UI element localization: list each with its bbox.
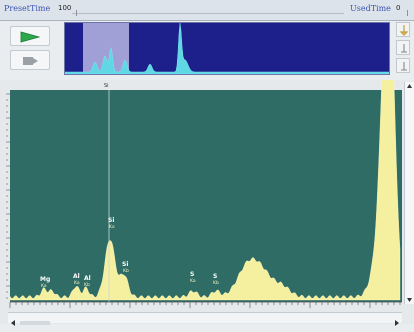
horizontal-scrollbar[interactable] bbox=[8, 312, 402, 326]
overview-spectrum-plot bbox=[65, 23, 389, 74]
preset-time-value[interactable]: 100 bbox=[58, 4, 72, 12]
spectrum-plot[interactable]: Si Mg Ka Al Ka Al Kb Si Ka Si Kb S Ka S … bbox=[0, 80, 404, 312]
used-time-marker bbox=[407, 10, 408, 16]
scale-up-button[interactable] bbox=[396, 40, 410, 55]
peak-line-s: Ka bbox=[190, 278, 196, 284]
time-progress-track bbox=[72, 13, 344, 14]
peak-label-al[interactable]: Al bbox=[73, 273, 80, 280]
peak-line-s-kb: Kb bbox=[213, 280, 219, 286]
peak-label-si[interactable]: Si bbox=[108, 217, 114, 224]
used-time-label: UsedTime bbox=[350, 4, 391, 13]
acquisition-toolbar: PresetTime 100 UsedTime 0 bbox=[0, 0, 414, 21]
peak-labels: Mg Ka Al Ka Al Kb Si Ka Si Kb S Ka S Kb bbox=[40, 217, 219, 289]
y-axis-ticks bbox=[6, 93, 10, 299]
used-time-value: 0 bbox=[396, 4, 401, 12]
peak-label-al-kb[interactable]: Al bbox=[84, 275, 91, 282]
peak-label-s-kb[interactable]: S bbox=[213, 273, 217, 280]
peak-label-s[interactable]: S bbox=[190, 271, 194, 278]
peak-label-si-kb[interactable]: Si bbox=[122, 261, 128, 268]
vertical-scrollbar[interactable] bbox=[404, 82, 414, 304]
play-icon bbox=[20, 31, 41, 43]
preset-time-label: PresetTime bbox=[4, 4, 51, 13]
time-progress-handle[interactable] bbox=[76, 10, 77, 16]
peak-line-si: Ka bbox=[109, 224, 115, 230]
tool-button[interactable] bbox=[396, 22, 410, 37]
scale-down-button[interactable] bbox=[396, 58, 410, 73]
overview-side-buttons bbox=[396, 22, 412, 76]
stop-button[interactable] bbox=[10, 50, 50, 70]
x-axis-ticks bbox=[9, 302, 401, 308]
cursor-label: Si bbox=[104, 83, 109, 89]
horizontal-scroll-arrows-icon bbox=[11, 320, 399, 326]
arrow-down-icon bbox=[401, 62, 407, 71]
spectrum-trace bbox=[9, 80, 401, 301]
acquisition-controls bbox=[2, 22, 60, 74]
overview-spectrum-trace bbox=[65, 23, 389, 74]
start-button[interactable] bbox=[10, 26, 50, 46]
peak-line-al-kb: Kb bbox=[84, 282, 90, 288]
peak-line-mg: Ka bbox=[41, 283, 47, 289]
scroll-arrows-icon bbox=[407, 84, 412, 302]
stop-icon bbox=[23, 57, 38, 65]
peak-line-si-kb: Kb bbox=[123, 268, 129, 274]
spectrum-overview[interactable] bbox=[64, 22, 390, 75]
arrow-up-icon bbox=[401, 44, 407, 53]
spectrum-panel: Si Mg Ka Al Ka Al Kb Si Ka Si Kb S Ka S … bbox=[0, 80, 414, 324]
tool-icon bbox=[399, 25, 409, 36]
peak-line-al: Ka bbox=[74, 280, 80, 286]
peak-label-mg[interactable]: Mg bbox=[40, 276, 50, 283]
plot-area[interactable] bbox=[10, 90, 402, 302]
